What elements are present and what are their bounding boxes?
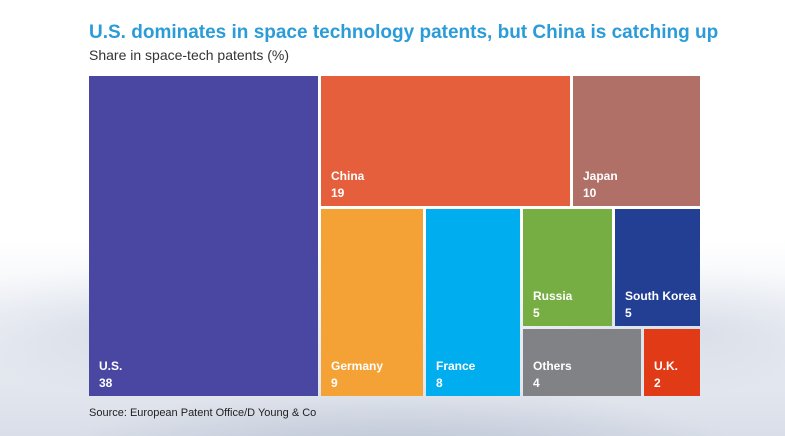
tile-rect-south-korea: [615, 209, 700, 326]
tile-name-france: France: [436, 359, 476, 373]
chart-title: U.S. dominates in space technology paten…: [89, 22, 719, 43]
tile-value-russia: 5: [533, 306, 540, 320]
source-note: Source: European Patent Office/D Young &…: [89, 407, 317, 419]
tile-value-south-korea: 5: [625, 306, 632, 320]
tile-rect-france: [426, 209, 520, 396]
tile-value-u-k: 2: [654, 376, 661, 390]
tile-name-others: Others: [533, 359, 572, 373]
tile-name-germany: Germany: [331, 359, 383, 373]
tile-value-france: 8: [436, 376, 443, 390]
tile-value-china: 19: [331, 186, 345, 200]
tile-value-germany: 9: [331, 376, 338, 390]
tile-name-russia: Russia: [533, 289, 573, 303]
tile-value-others: 4: [533, 376, 540, 390]
tile-name-u-s: U.S.: [99, 359, 122, 373]
tile-u-s: U.S. 38: [89, 76, 318, 396]
tile-china: China 19: [321, 76, 570, 206]
tile-rect-u-s: [89, 76, 318, 396]
tile-germany: Germany 9: [321, 209, 423, 396]
tile-rect-germany: [321, 209, 423, 396]
tile-rect-others: [523, 329, 641, 396]
tile-russia: Russia 5: [523, 209, 612, 326]
tile-rect-russia: [523, 209, 612, 326]
tile-rect-china: [321, 76, 570, 206]
tile-others: Others 4: [523, 329, 641, 396]
tile-name-japan: Japan: [583, 169, 618, 183]
tile-value-japan: 10: [583, 186, 597, 200]
tile-value-u-s: 38: [99, 376, 113, 390]
chart-subtitle: Share in space-tech patents (%): [89, 47, 289, 63]
tile-rect-u-k: [644, 329, 700, 396]
tile-name-south-korea: South Korea: [625, 289, 697, 303]
tile-south-korea: South Korea 5: [615, 209, 700, 326]
tile-france: France 8: [426, 209, 520, 396]
tile-rect-japan: [573, 76, 700, 206]
tile-name-china: China: [331, 169, 365, 183]
tile-japan: Japan 10: [573, 76, 700, 206]
tile-u-k: U.K. 2: [644, 329, 700, 396]
tile-name-u-k: U.K.: [654, 359, 678, 373]
